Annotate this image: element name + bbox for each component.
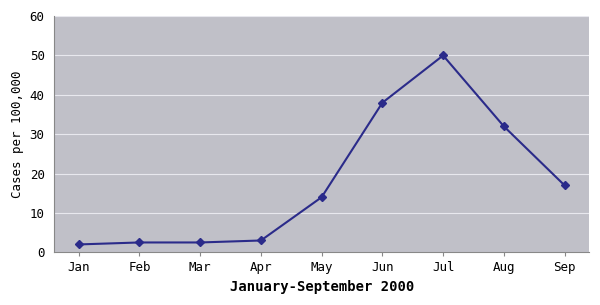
Y-axis label: Cases per 100,000: Cases per 100,000: [11, 70, 24, 198]
X-axis label: January-September 2000: January-September 2000: [230, 280, 414, 294]
